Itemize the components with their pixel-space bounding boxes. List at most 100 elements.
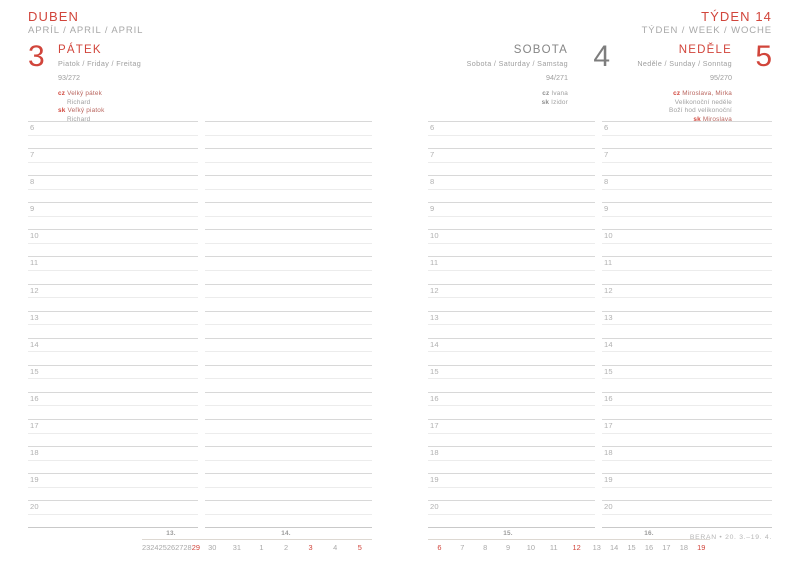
mini-day[interactable]: 2 xyxy=(283,543,289,552)
mini-day[interactable]: 5 xyxy=(357,543,362,552)
hour-row[interactable]: 10 xyxy=(28,229,198,256)
hour-row[interactable]: 8 xyxy=(602,175,772,202)
hour-row[interactable]: 7 xyxy=(602,148,772,175)
day-name-friday: PÁTEK xyxy=(58,44,102,56)
hour-row[interactable]: 8 xyxy=(28,175,198,202)
mini-week-15[interactable]: 15. 6 7 8 9 10 11 12 xyxy=(428,530,588,553)
hour-row[interactable] xyxy=(205,310,372,338)
mini-day[interactable]: 17 xyxy=(662,543,671,552)
hour-row[interactable]: 18 xyxy=(602,446,772,473)
hour-row[interactable] xyxy=(205,473,372,500)
mini-day[interactable]: 12 xyxy=(572,543,581,552)
mini-day[interactable]: 28 xyxy=(183,543,192,552)
mini-day[interactable]: 15 xyxy=(627,543,636,552)
hour-row[interactable]: 14 xyxy=(28,337,198,365)
hour-row[interactable]: 11 xyxy=(428,256,595,283)
hour-row[interactable] xyxy=(205,364,372,392)
hour-row[interactable]: 14 xyxy=(428,337,595,365)
hour-row[interactable]: 10 xyxy=(602,229,772,256)
hour-row[interactable]: 20 xyxy=(602,500,772,527)
hour-row[interactable]: 13 xyxy=(602,310,772,338)
mini-day[interactable]: 29 xyxy=(191,543,200,552)
hour-rule xyxy=(602,473,772,475)
hour-row[interactable]: 13 xyxy=(28,310,198,338)
mini-day[interactable]: 10 xyxy=(526,543,535,552)
hour-row[interactable]: 7 xyxy=(428,148,595,175)
time-grid-friday-right[interactable] xyxy=(205,121,372,529)
mini-day[interactable]: 31 xyxy=(232,543,241,552)
mini-day[interactable]: 1 xyxy=(259,543,264,552)
hour-row[interactable] xyxy=(205,337,372,365)
mini-day[interactable]: 30 xyxy=(208,543,217,552)
hour-row[interactable]: 12 xyxy=(28,283,198,311)
hour-row[interactable]: 15 xyxy=(28,364,198,392)
hour-row[interactable] xyxy=(205,202,372,229)
hour-row[interactable] xyxy=(205,175,372,202)
hour-row[interactable]: 20 xyxy=(428,500,595,527)
hour-row[interactable]: 8 xyxy=(428,175,595,202)
hour-row[interactable]: 18 xyxy=(28,446,198,473)
hour-row[interactable]: 17 xyxy=(428,419,595,446)
mini-day[interactable]: 8 xyxy=(483,543,488,552)
mini-day[interactable]: 7 xyxy=(460,543,465,552)
hour-label: 14 xyxy=(30,339,39,349)
day-translations-sunday: Neděle / Sunday / Sonntag xyxy=(637,59,732,68)
mini-day[interactable]: 13 xyxy=(592,543,601,552)
hour-row[interactable] xyxy=(205,148,372,175)
mini-day[interactable]: 26 xyxy=(166,543,176,552)
mini-day[interactable]: 16 xyxy=(644,543,654,552)
mini-day[interactable]: 11 xyxy=(549,543,558,552)
hour-row[interactable]: 20 xyxy=(28,500,198,527)
mini-day[interactable]: 27 xyxy=(175,543,184,552)
mini-day[interactable]: 18 xyxy=(679,543,688,552)
mini-week-13[interactable]: 13. 23 24 25 26 27 28 29 xyxy=(142,530,200,553)
mini-week-16[interactable]: 16. 13 14 15 16 17 18 19 xyxy=(588,530,710,553)
hour-row[interactable] xyxy=(205,419,372,446)
hour-row[interactable] xyxy=(205,391,372,419)
hour-row[interactable]: 6 xyxy=(28,121,198,148)
hour-row[interactable]: 13 xyxy=(428,310,595,338)
hour-row[interactable]: 19 xyxy=(602,473,772,500)
mini-day[interactable]: 14 xyxy=(610,543,619,552)
mini-day[interactable]: 6 xyxy=(437,543,442,552)
mini-day[interactable]: 9 xyxy=(505,543,511,552)
hour-row[interactable]: 9 xyxy=(28,202,198,229)
mini-day[interactable]: 3 xyxy=(308,543,313,552)
hour-row[interactable]: 19 xyxy=(428,473,595,500)
hour-row[interactable]: 18 xyxy=(428,446,595,473)
hour-row[interactable] xyxy=(205,256,372,283)
hour-row[interactable] xyxy=(205,500,372,527)
hour-row[interactable]: 11 xyxy=(602,256,772,283)
hour-row[interactable]: 12 xyxy=(428,283,595,311)
mini-day[interactable]: 4 xyxy=(333,543,338,552)
hour-row[interactable] xyxy=(205,283,372,311)
hour-row[interactable]: 16 xyxy=(428,391,595,419)
hour-row[interactable]: 6 xyxy=(428,121,595,148)
hour-row[interactable]: 12 xyxy=(602,283,772,311)
hour-row[interactable]: 16 xyxy=(602,391,772,419)
hour-row[interactable]: 9 xyxy=(428,202,595,229)
mini-day[interactable]: 23 xyxy=(142,543,151,552)
hour-row[interactable]: 17 xyxy=(602,419,772,446)
hour-row[interactable]: 7 xyxy=(28,148,198,175)
time-grid-friday-left[interactable]: 6 7 8 9 10 11 12 13 14 15 16 17 18 19 20 xyxy=(28,121,198,529)
mini-day[interactable]: 25 xyxy=(158,543,167,552)
hour-row[interactable]: 16 xyxy=(28,391,198,419)
hour-row[interactable]: 17 xyxy=(28,419,198,446)
hour-row[interactable]: 19 xyxy=(28,473,198,500)
time-grid-saturday[interactable]: 6 7 8 9 10 11 12 13 14 15 16 17 18 19 20 xyxy=(428,121,595,529)
mini-day[interactable]: 19 xyxy=(697,543,706,552)
hour-row[interactable] xyxy=(205,446,372,473)
time-grid-sunday[interactable]: 6 7 8 9 10 11 12 13 14 15 16 17 18 19 20 xyxy=(602,121,772,529)
hour-row[interactable]: 9 xyxy=(602,202,772,229)
mini-week-14[interactable]: 14. 30 31 1 2 3 4 5 xyxy=(200,530,372,553)
hour-row[interactable]: 14 xyxy=(602,337,772,365)
hour-row[interactable]: 15 xyxy=(602,364,772,392)
hour-row[interactable]: 6 xyxy=(602,121,772,148)
mini-day[interactable]: 24 xyxy=(150,543,159,552)
hour-row[interactable] xyxy=(205,121,372,148)
hour-row[interactable] xyxy=(205,229,372,256)
hour-row[interactable]: 15 xyxy=(428,364,595,392)
hour-row[interactable]: 11 xyxy=(28,256,198,283)
hour-row[interactable]: 10 xyxy=(428,229,595,256)
